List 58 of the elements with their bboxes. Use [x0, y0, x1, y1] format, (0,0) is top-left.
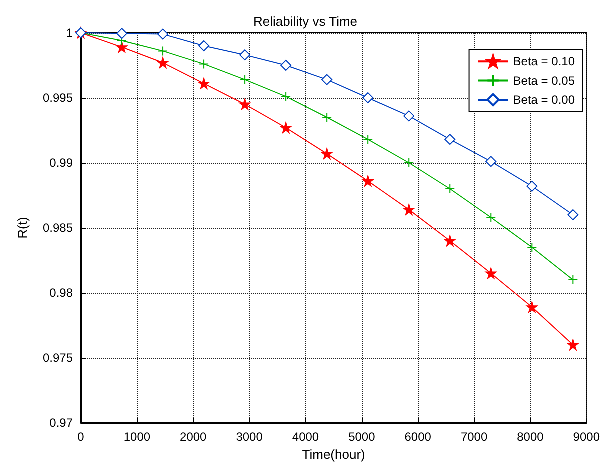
x-axis-title: Time(hour)	[302, 446, 366, 462]
x-tick-label: 5000	[348, 430, 376, 444]
point	[158, 28, 169, 40]
point	[116, 28, 128, 40]
point	[526, 302, 538, 313]
point	[240, 74, 250, 85]
point	[281, 92, 292, 102]
legend-label: Beta = 0.00	[513, 93, 576, 107]
point	[404, 204, 415, 216]
y-tick-label: 0.97	[50, 416, 74, 430]
point	[198, 78, 210, 90]
point	[568, 210, 579, 220]
legend-label: Beta = 0.05	[513, 74, 576, 88]
x-tick-label: 0	[78, 430, 85, 444]
point	[322, 112, 332, 122]
point	[158, 46, 168, 56]
point	[280, 60, 292, 71]
point	[404, 110, 415, 122]
point	[526, 180, 538, 192]
x-tick-label: 7000	[460, 430, 488, 444]
point	[198, 40, 210, 52]
point	[486, 212, 496, 223]
y-tick-label: 0.985	[42, 221, 74, 235]
point	[568, 275, 578, 285]
point	[362, 92, 374, 104]
point	[322, 74, 333, 86]
point	[444, 134, 456, 146]
y-tick-label: 0.995	[42, 91, 74, 105]
point	[280, 122, 292, 134]
x-tick-label: 3000	[236, 430, 264, 444]
point	[445, 184, 456, 194]
x-tick-label: 9000	[573, 430, 600, 444]
point	[568, 340, 579, 350]
legend-label: Beta = 0.10	[513, 54, 576, 69]
y-tick-label: 0.975	[42, 351, 74, 365]
x-tick-label: 2000	[180, 430, 208, 444]
point	[404, 158, 414, 168]
point	[363, 134, 374, 145]
x-tick-label: 8000	[517, 430, 544, 444]
point	[199, 59, 210, 70]
point	[240, 50, 251, 61]
x-tick-label: 4000	[292, 430, 320, 444]
point	[322, 148, 333, 160]
point	[527, 242, 538, 252]
x-tick-label: 6000	[404, 430, 432, 444]
point	[486, 156, 497, 168]
y-tick-label: 1	[66, 26, 74, 40]
point	[116, 42, 128, 53]
chart-title: Reliability vs Time	[253, 14, 358, 29]
point	[486, 268, 497, 279]
y-tick-label: 0.98	[50, 286, 74, 300]
x-tick-label: 1000	[124, 430, 151, 444]
point	[240, 99, 251, 110]
point	[444, 236, 456, 246]
point	[158, 57, 169, 68]
point	[362, 176, 374, 187]
y-tick-label: 0.99	[50, 156, 74, 170]
y-axis-title: R(t)	[15, 217, 30, 239]
